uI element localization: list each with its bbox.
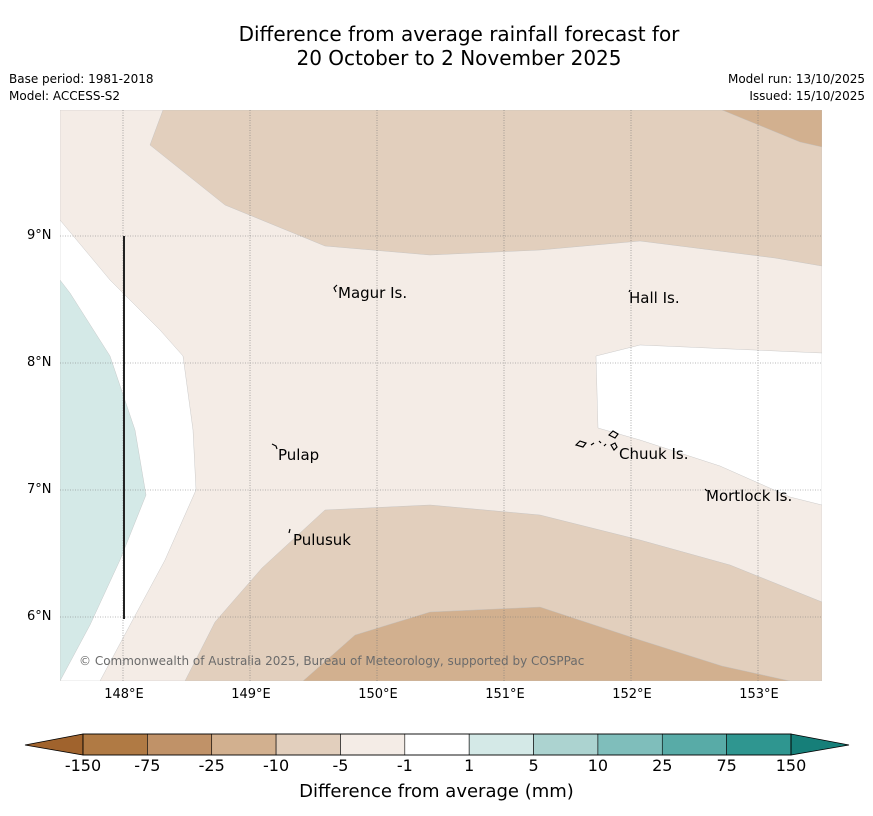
lon-label-152e: 152°E (612, 687, 652, 702)
meta-left: Base period: 1981-2018 Model: ACCESS-S2 (9, 71, 154, 105)
mortlock-island-outline (704, 488, 708, 492)
colorbar-title: Difference from average (mm) (299, 781, 574, 802)
colorbar-tick-label: 10 (587, 756, 609, 775)
dry-north-zone (149, 110, 822, 267)
lat-label-8n: 8°N (27, 355, 52, 370)
colorbar-tick-label: 1 (464, 756, 475, 775)
colorbar-tick-label: -150 (64, 756, 102, 775)
colorbar-bins (82, 733, 792, 756)
colorbar-bin (275, 733, 341, 756)
title-line-1: Difference from average rainfall forecas… (238, 22, 680, 46)
base-period: Base period: 1981-2018 (9, 72, 154, 86)
rainfall-map (60, 110, 822, 681)
lon-label-148e: 148°E (104, 687, 144, 702)
colorbar-tick-label: -5 (332, 756, 349, 775)
dry-south-core-zone (302, 606, 791, 681)
colorbar-tick-label: 5 (528, 756, 539, 775)
colorbar-tick-label: -1 (396, 756, 413, 775)
lon-label-149e: 149°E (231, 687, 271, 702)
place-pulap: Pulap (278, 446, 320, 464)
colorbar-bin (597, 733, 663, 756)
colorbar-frame (82, 733, 792, 756)
lon-label-153e: 153°E (739, 687, 779, 702)
pulusuk-island-outline (288, 528, 291, 534)
lon-gridlines (122, 110, 759, 681)
colorbar-bin (404, 733, 470, 756)
copyright-notice: © Commonwealth of Australia 2025, Bureau… (79, 654, 585, 668)
colorbar-bin (340, 733, 406, 756)
hall-island-outline (628, 289, 631, 293)
colorbar-bin (468, 733, 534, 756)
wet-west-zone (60, 279, 147, 681)
colorbar-tick-label: 150 (775, 756, 807, 775)
model-name: Model: ACCESS-S2 (9, 89, 121, 103)
dry-northeast-zone (721, 110, 822, 148)
colorbar-tick-label: 75 (716, 756, 737, 775)
magur-island-outline (333, 284, 338, 293)
colorbar-tick-label: -10 (263, 756, 290, 775)
dry-south-zone (184, 504, 822, 681)
map-title: Difference from average rainfall forecas… (0, 22, 873, 70)
colorbar-tick-label: 25 (652, 756, 673, 775)
lat-label-6n: 6°N (27, 609, 52, 624)
lat-label-7n: 7°N (27, 482, 52, 497)
colorbar-bin (661, 733, 727, 756)
place-hall-is: Hall Is. (629, 289, 680, 307)
pulap-island-outline (271, 443, 278, 450)
place-mortlock-is: Mortlock Is. (706, 487, 793, 505)
colorbar-bin (211, 733, 277, 756)
lon-label-150e: 150°E (358, 687, 398, 702)
colorbar-bin (147, 733, 213, 756)
place-chuuk-is: Chuuk Is. (619, 445, 689, 463)
lat-label-9n: 9°N (27, 228, 52, 243)
place-pulusuk: Pulusuk (293, 531, 351, 549)
colorbar-tick-label: -25 (198, 756, 225, 775)
lat-gridlines (60, 235, 822, 618)
issued-date: Issued: 15/10/2025 (749, 89, 865, 103)
colorbar-tick-label: -75 (134, 756, 161, 775)
lon-label-151e: 151°E (485, 687, 525, 702)
colorbar-bin (82, 733, 148, 756)
colorbar-bin (726, 733, 792, 756)
chuuk-lagoon-outline (574, 430, 619, 451)
model-run: Model run: 13/10/2025 (727, 72, 865, 86)
colorbar-max-extension (790, 733, 850, 756)
island-outlines (271, 284, 708, 534)
meta-right: Model run: 13/10/2025 Issued: 15/10/2025 (728, 71, 865, 105)
colorbar-bin (533, 733, 599, 756)
place-magur-is: Magur Is. (338, 284, 408, 302)
colorbar-min-extension (24, 733, 84, 756)
title-line-2: 20 October to 2 November 2025 (296, 46, 622, 70)
